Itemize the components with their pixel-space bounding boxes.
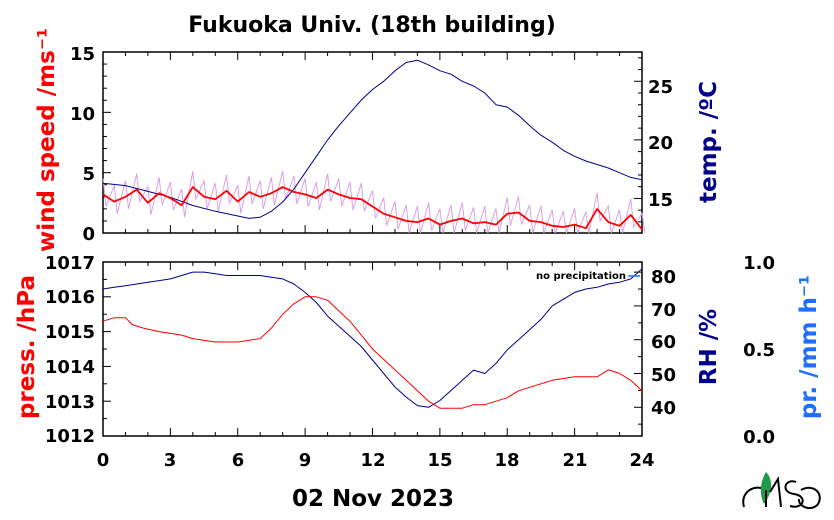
top-left-tick-10: 10	[70, 104, 95, 125]
top-left-tick-15: 15	[70, 44, 95, 65]
x-tick-12: 12	[360, 450, 385, 471]
top-right-tick-15: 15	[648, 190, 673, 211]
pressure-tick-1012: 1012	[45, 426, 95, 447]
precip-axis-label: pr. /mm h⁻¹	[796, 275, 822, 419]
x-tick-6: 6	[232, 450, 245, 471]
pressure-line	[102, 296, 643, 409]
pressure-tick-1017: 1017	[45, 253, 95, 274]
rh-tick-80: 80	[651, 267, 676, 288]
top-right-tick-20: 20	[648, 133, 673, 154]
temperature-line	[102, 59, 643, 219]
institution-logo	[742, 472, 821, 510]
x-tick-9: 9	[299, 450, 312, 471]
x-tick-0: 0	[97, 450, 110, 471]
bottom-panel: no precipitation 1012 1013 1014 1015 101…	[14, 253, 822, 448]
x-tick-18: 18	[494, 450, 519, 471]
no-precipitation-note: no precipitation	[536, 271, 626, 282]
temperature-axis-label: temp. /ºC	[696, 81, 722, 203]
humidity-line	[102, 268, 643, 408]
rh-tick-50: 50	[651, 365, 676, 386]
rh-tick-60: 60	[651, 332, 676, 353]
rh-tick-70: 70	[651, 300, 676, 321]
rh-tick-40: 40	[651, 398, 676, 419]
top-series	[102, 59, 646, 234]
top-right-tick-25: 25	[648, 77, 673, 98]
x-tick-24: 24	[629, 450, 654, 471]
chart-title: Fukuoka Univ. (18th building)	[188, 13, 556, 38]
top-left-tick-0: 0	[82, 224, 95, 245]
top-ticks	[102, 51, 643, 234]
bottom-series	[102, 268, 643, 409]
x-tick-3: 3	[164, 450, 177, 471]
x-axis-labels: 0 3 6 9 12 15 18 21 24	[97, 450, 655, 471]
x-tick-21: 21	[562, 450, 587, 471]
x-tick-15: 15	[427, 450, 452, 471]
top-left-tick-5: 5	[82, 164, 95, 185]
wind-speed-axis-label: wind speed /ms⁻¹	[34, 28, 60, 252]
bottom-ticks	[102, 261, 643, 437]
wind-speed-line	[102, 186, 643, 230]
rh-axis-label: RH /%	[696, 309, 722, 385]
wind-gust-trace	[102, 170, 646, 234]
pressure-tick-1016: 1016	[45, 287, 95, 308]
pressure-tick-1014: 1014	[45, 357, 95, 378]
pressure-axis-label: press. /hPa	[14, 275, 40, 419]
precip-tick-0-5: 0.5	[743, 340, 775, 361]
date-label: 02 Nov 2023	[292, 486, 454, 512]
pressure-tick-1013: 1013	[45, 392, 95, 413]
precip-tick-1: 1.0	[743, 253, 775, 274]
top-panel: 15 10 5 0 15 20 25 wind speed /ms⁻¹ temp…	[34, 28, 722, 252]
precip-tick-0: 0.0	[743, 427, 775, 448]
pressure-tick-1015: 1015	[45, 322, 95, 343]
